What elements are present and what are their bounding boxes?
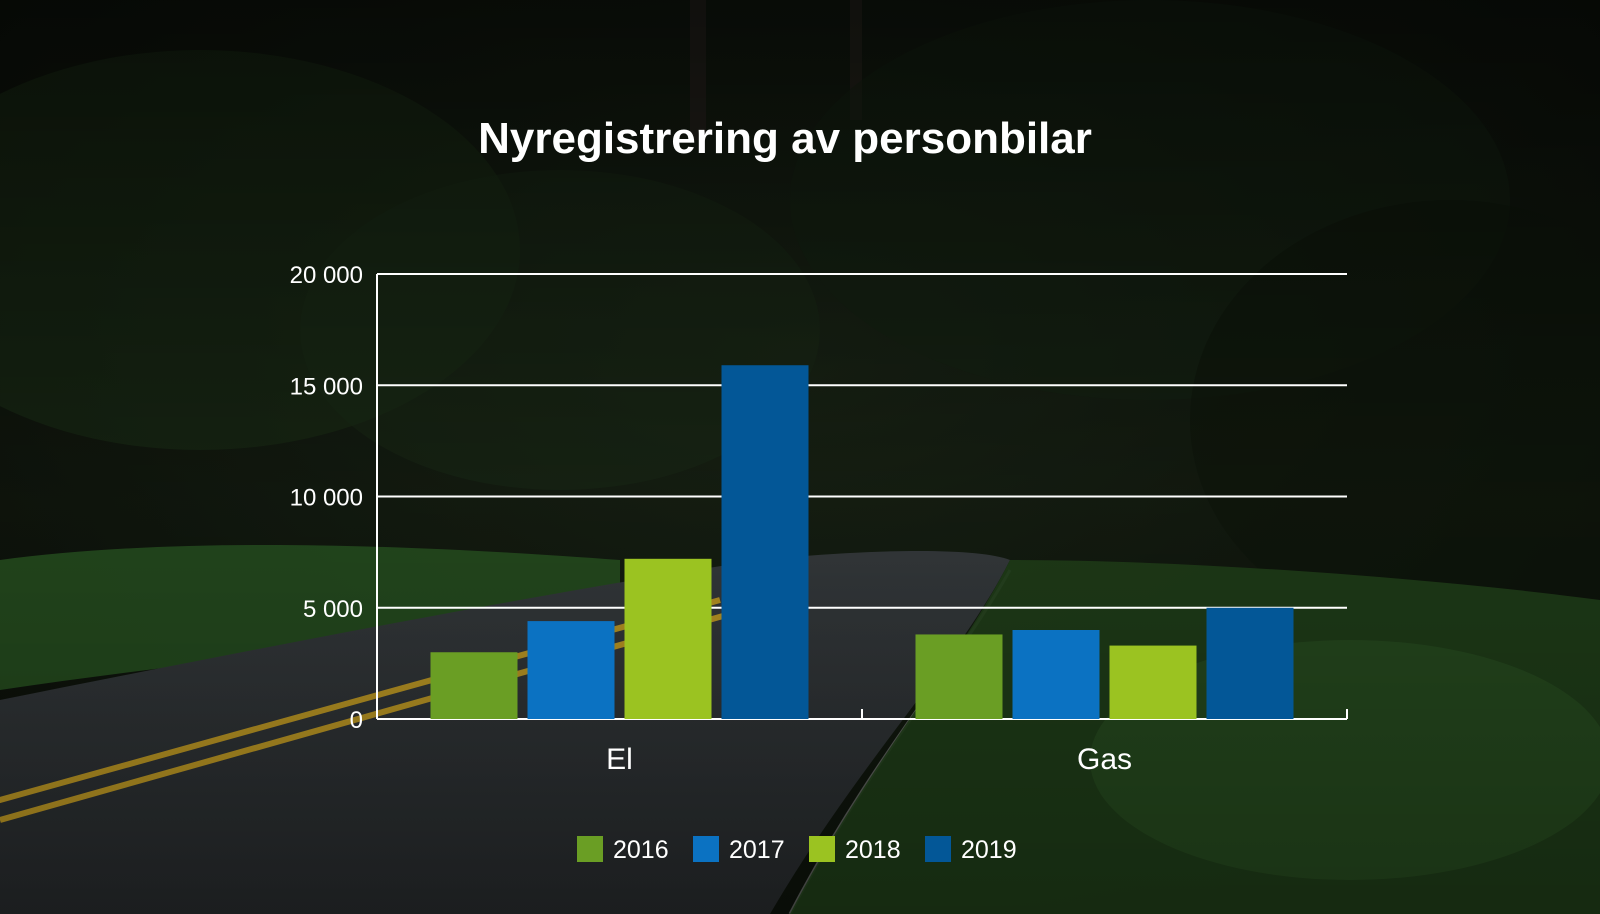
bar-gas-2016 [915, 634, 1003, 719]
bar-gas-2019 [1206, 607, 1294, 719]
legend-swatch-2016 [577, 836, 603, 862]
plot-area: 0 5 000 10 000 15 000 20 000 El Gas [290, 262, 1348, 776]
legend-label: 2019 [961, 836, 1017, 864]
bar-el-2018 [624, 558, 712, 719]
legend-swatch-2019 [925, 836, 951, 862]
bar-gas-2017 [1012, 630, 1100, 719]
chart-title: Nyregistrering av personbilar [478, 114, 1092, 163]
x-category-label: El [606, 743, 633, 776]
legend-label: 2018 [845, 836, 901, 864]
y-tick-label: 20 000 [290, 262, 363, 289]
bar-el-2017 [527, 621, 615, 719]
legend-swatch-2018 [809, 836, 835, 862]
bar-gas-2018 [1109, 645, 1197, 719]
legend-label: 2016 [613, 836, 669, 864]
legend-label: 2017 [729, 836, 785, 864]
bar-el-2019 [721, 365, 809, 719]
legend-swatch-2017 [693, 836, 719, 862]
y-tick-label: 0 [350, 707, 363, 734]
x-category-label: Gas [1077, 743, 1132, 776]
y-tick-label: 10 000 [290, 485, 363, 512]
y-tick-label: 15 000 [290, 373, 363, 400]
bar-el-2016 [430, 652, 518, 719]
legend: 2016 2017 2018 2019 [577, 836, 1017, 864]
y-tick-label: 5 000 [303, 596, 363, 623]
